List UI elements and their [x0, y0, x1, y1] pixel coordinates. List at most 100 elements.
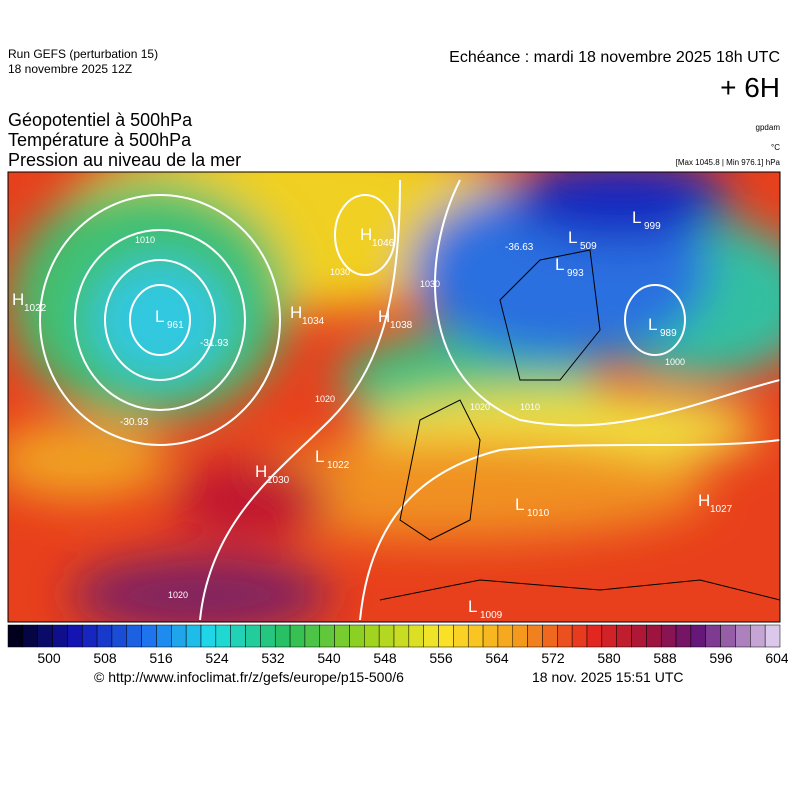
colorbar-label: 564	[485, 650, 509, 666]
colorbar-swatch	[245, 624, 261, 648]
temperature-label: -30.93	[120, 417, 149, 428]
colorbar-swatch	[764, 624, 781, 648]
colorbar-swatch	[720, 624, 736, 648]
center-pressure: 1038	[390, 320, 413, 331]
colorbar-label: 532	[261, 650, 285, 666]
colorbar-swatch	[111, 624, 128, 648]
colorbar-swatch	[586, 624, 603, 648]
colorbar-swatch	[557, 624, 573, 648]
generated: 18 nov. 2025 15:51 UTC	[532, 669, 684, 685]
source: © http://www.infoclimat.fr/z/gefs/europe…	[94, 669, 404, 685]
center-type: L	[515, 495, 524, 514]
colorbar-swatch	[542, 624, 558, 648]
field: Pression au niveau de la mer	[8, 150, 241, 170]
colorbar-swatch	[408, 624, 424, 648]
colorbar-swatch	[675, 624, 692, 648]
colorbar-swatch	[96, 624, 113, 648]
center-pressure: 999	[644, 221, 661, 232]
colorbar-label: 540	[317, 650, 341, 666]
center-pressure: 509	[580, 241, 597, 252]
colorbar-label: 524	[205, 650, 229, 666]
colorbar-swatch	[423, 624, 439, 648]
colorbar-swatch	[601, 624, 617, 648]
isobar-label: 1020	[315, 394, 335, 404]
center-pressure: 989	[660, 328, 677, 339]
colorbar-swatch	[7, 624, 24, 648]
center-type: H	[698, 491, 710, 510]
center-type: H	[255, 462, 267, 481]
colorbar-swatch	[705, 624, 721, 648]
isobar-label: 1030	[420, 279, 440, 289]
center-pressure: 1034	[302, 316, 325, 327]
isobar-label: 1020	[168, 590, 188, 600]
colorbar-swatch	[438, 624, 454, 648]
colorbar-swatch	[156, 624, 172, 648]
colorbar-swatch	[482, 624, 499, 648]
center-type: L	[555, 255, 564, 274]
colorbar-swatch	[690, 624, 707, 648]
colorbar-swatch	[512, 624, 528, 648]
colorbar-swatch	[334, 624, 350, 648]
center-type: H	[360, 225, 372, 244]
colorbar-label: 556	[429, 650, 453, 666]
map-frame	[7, 171, 781, 623]
center-pressure: 961	[167, 320, 184, 331]
colorbar-swatch	[497, 624, 514, 648]
run: Run GEFS (perturbation 15)	[8, 47, 158, 61]
center-pressure: 1022	[327, 460, 350, 471]
colorbar-swatch	[215, 624, 231, 648]
unit: °C	[771, 143, 780, 152]
colorbar-label: 596	[709, 650, 733, 666]
colorbar-swatch	[200, 624, 217, 648]
center-type: L	[648, 315, 657, 334]
colorbar-swatch	[81, 624, 98, 648]
colorbar-label: 604	[765, 650, 788, 666]
center-type: L	[568, 228, 577, 247]
center-type: L	[632, 208, 641, 227]
center-pressure: 1030	[267, 475, 290, 486]
colorbar-swatch	[67, 624, 83, 648]
colorbar-label: 580	[597, 650, 621, 666]
colorbar-swatch	[52, 624, 68, 648]
colorbar-swatch	[349, 624, 365, 648]
colorbar-swatch	[37, 624, 53, 648]
colorbar-swatch	[289, 624, 306, 648]
colorbar-swatch	[660, 624, 677, 648]
colorbar-swatch	[453, 624, 469, 648]
center-pressure: 1046	[372, 238, 395, 249]
colorbar-swatch	[616, 624, 632, 648]
lead-time: + 6H	[720, 72, 780, 103]
isobar-label: 1010	[135, 235, 155, 245]
run-date: 18 novembre 2025 12Z	[8, 62, 132, 76]
colorbar-swatch	[230, 624, 246, 648]
center-type: H	[378, 307, 390, 326]
center-type: L	[315, 447, 324, 466]
field: Température à 500hPa	[8, 130, 192, 150]
temperature-label: -36.63	[505, 242, 534, 253]
colorbar-swatch	[304, 624, 321, 648]
colorbar-swatch	[260, 624, 276, 648]
colorbar-swatch	[750, 624, 766, 648]
colorbar-swatch	[378, 624, 395, 648]
colorbar-label: 508	[93, 650, 117, 666]
center-type: H	[12, 290, 24, 309]
center-pressure: 1010	[527, 508, 550, 519]
colorbar-swatch	[126, 624, 142, 648]
colorbar-label: 500	[37, 650, 61, 666]
colorbar-swatch	[571, 624, 588, 648]
colorbar-swatch	[527, 624, 543, 648]
center-pressure: 1022	[24, 303, 47, 314]
center-pressure: 1009	[480, 610, 503, 621]
colorbar-swatch	[274, 624, 291, 648]
field: Géopotentiel à 500hPa	[8, 110, 193, 130]
colorbar-swatch	[319, 624, 335, 648]
colorbar: 500 508 516 524 532 540 548 556 564 572 580 588 596 6…	[7, 624, 788, 666]
colorbar-swatch	[393, 624, 410, 648]
center-pressure: 993	[567, 268, 584, 279]
colorbar-swatch	[631, 624, 647, 648]
colorbar-swatch	[364, 624, 380, 648]
center-type: L	[155, 307, 164, 326]
colorbar-label: 572	[541, 650, 565, 666]
colorbar-label: 588	[653, 650, 677, 666]
